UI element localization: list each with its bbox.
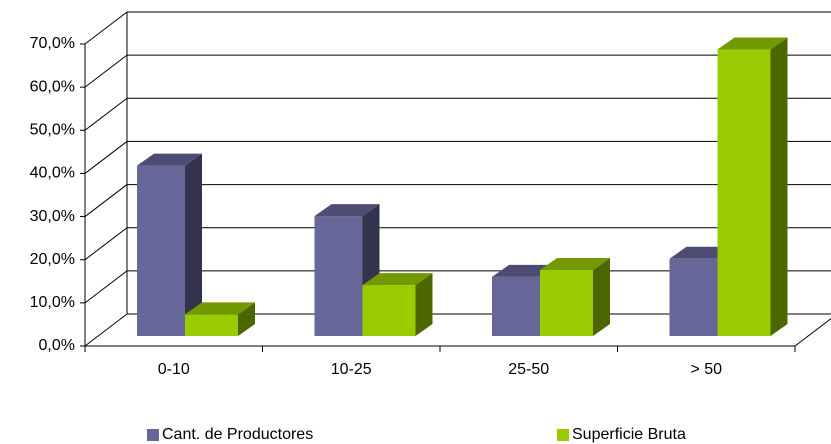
bar-side: [185, 153, 202, 336]
y-tick-label: 30,0%: [30, 208, 75, 225]
bar: [669, 258, 718, 336]
bar: [362, 285, 416, 336]
y-tick-label: 60,0%: [30, 78, 75, 95]
bar: [540, 269, 593, 336]
bar-side: [770, 37, 788, 336]
bar-side: [593, 257, 610, 336]
legend-swatch: [557, 429, 569, 441]
grid-line: [84, 313, 128, 347]
y-tick-label: 20,0%: [30, 251, 75, 268]
bar-side: [415, 273, 433, 336]
grid-line: [84, 54, 128, 88]
bar-top: [137, 153, 202, 166]
y-tick-label: 0,0%: [39, 337, 75, 354]
bar: [314, 216, 363, 336]
legend-swatch: [147, 429, 159, 441]
bar-top: [362, 273, 433, 286]
bar-top: [185, 302, 255, 315]
y-tick-label: 10,0%: [30, 294, 75, 311]
grid-line: [84, 141, 128, 174]
bar: [492, 276, 540, 336]
y-tick-label: 40,0%: [30, 165, 75, 182]
x-tick-label: > 50: [690, 361, 722, 378]
bar: [717, 49, 771, 336]
x-tick-label: 10-25: [331, 361, 372, 378]
bar-top: [540, 257, 610, 270]
bar-top: [314, 204, 380, 217]
y-tick-label: 70,0%: [30, 35, 75, 52]
grid-line: [84, 184, 128, 217]
legend-label: Cant. de Productores: [162, 426, 313, 443]
legend-label: Superficie Bruta: [572, 426, 686, 443]
floor-edge: [794, 317, 831, 347]
bar-side: [238, 302, 255, 336]
grid-line: [84, 11, 128, 45]
bar: [137, 165, 185, 336]
grid-line: [84, 227, 128, 261]
grid-line: [84, 97, 128, 131]
bar: [185, 314, 238, 336]
x-tick-label: 0-10: [158, 361, 190, 378]
y-tick-label: 50,0%: [30, 122, 75, 139]
bar-top: [717, 37, 788, 50]
grid-line: [84, 270, 128, 304]
x-tick-label: 25-50: [508, 361, 549, 378]
